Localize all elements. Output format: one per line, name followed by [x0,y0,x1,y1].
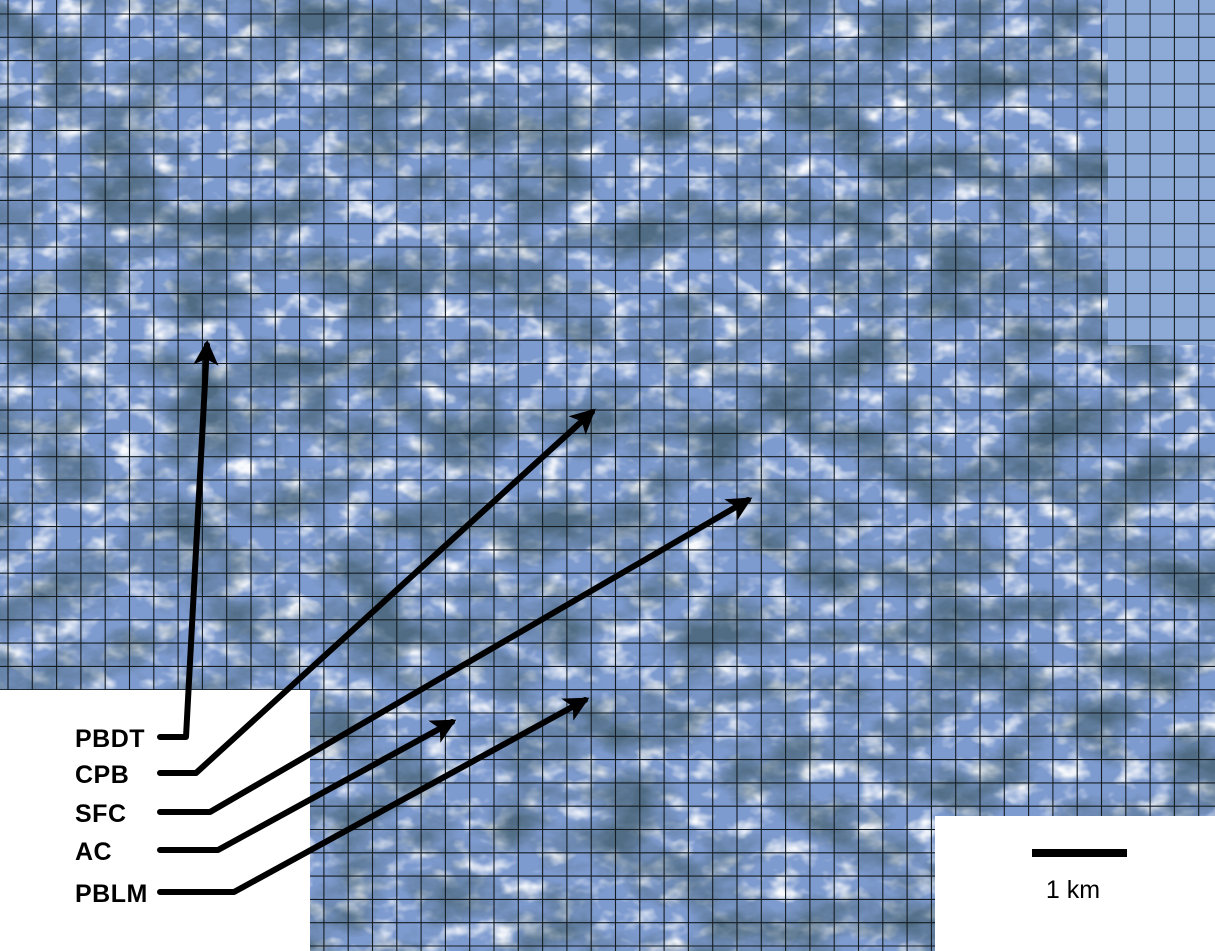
label-pbdt: PBDT [75,725,146,753]
arrow-ac [157,719,457,853]
arrows [157,339,753,895]
arrow-pblm [157,697,590,895]
arrow-cpb [157,408,596,776]
scale-bar [1032,849,1127,857]
scale-label: 1 km [1045,876,1101,904]
label-cpb: CPB [75,761,130,789]
label-sfc: SFC [75,800,127,828]
arrow-pbdt [157,339,219,740]
label-ac: AC [75,838,113,866]
arrow-sfc [157,497,753,815]
label-pblm: PBLM [75,880,148,908]
scale-panel: 1 km [935,816,1215,951]
